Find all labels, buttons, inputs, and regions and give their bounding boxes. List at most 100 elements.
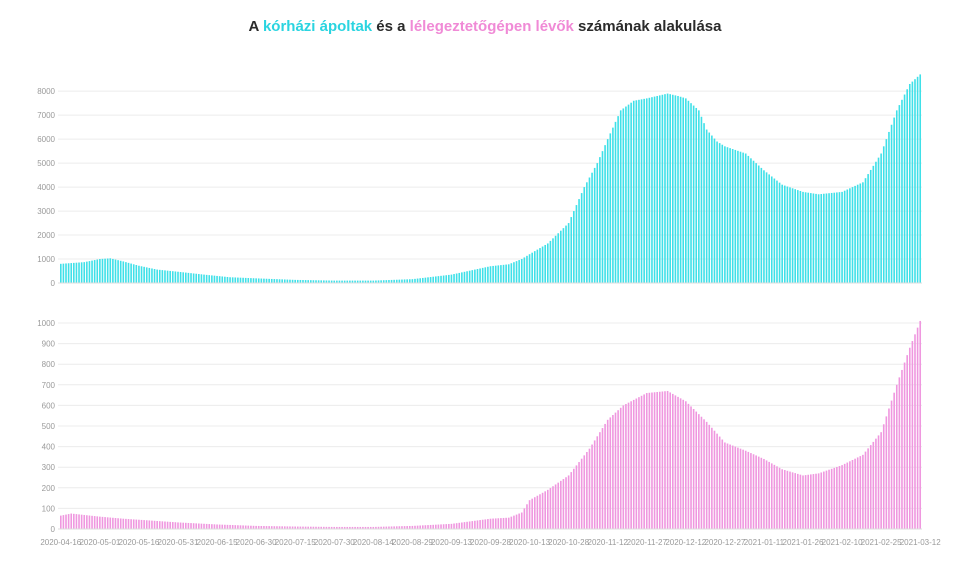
bar: [661, 391, 664, 529]
bar: [573, 211, 575, 283]
bar: [494, 265, 497, 283]
bar: [510, 516, 513, 529]
bar: [226, 524, 229, 529]
bar: [783, 185, 786, 283]
bar: [125, 262, 127, 283]
bar: [711, 135, 713, 283]
bar: [432, 276, 435, 283]
bar: [408, 525, 411, 529]
bar: [588, 177, 591, 283]
bar: [182, 522, 185, 529]
bar: [599, 157, 601, 283]
bar: [362, 280, 364, 283]
bar: [518, 260, 520, 283]
bar: [724, 442, 726, 529]
bar: [645, 98, 648, 284]
bar: [882, 424, 885, 529]
bar: [630, 102, 632, 283]
bar: [211, 275, 213, 283]
bar: [65, 514, 67, 529]
x-tick-label: 2020-05-01: [79, 538, 120, 547]
bar: [463, 271, 466, 283]
bar: [153, 520, 156, 529]
hospital-chart: 0 1000 2000 3000 4000 5000 6000 7000 8000: [37, 74, 922, 288]
bar: [648, 97, 651, 283]
bar: [513, 262, 515, 283]
bar: [252, 278, 255, 283]
bar: [216, 275, 218, 283]
bar: [448, 274, 450, 283]
bar: [117, 260, 119, 283]
bar: [797, 190, 799, 283]
bar: [825, 470, 828, 529]
bar: [346, 526, 349, 529]
bar: [354, 280, 356, 283]
bar: [377, 526, 380, 529]
bar: [565, 477, 567, 529]
bar: [263, 526, 265, 529]
bar: [323, 526, 325, 529]
bar: [218, 276, 221, 283]
bar: [286, 526, 289, 529]
bar: [539, 248, 541, 283]
bar: [851, 459, 854, 529]
bar: [205, 274, 208, 283]
bar: [557, 233, 560, 283]
bar: [299, 279, 302, 283]
bar: [351, 280, 354, 283]
bar: [151, 268, 153, 283]
bar: [333, 526, 336, 529]
bar: [877, 435, 880, 529]
bar: [776, 180, 778, 283]
bar: [627, 104, 630, 283]
bar: [549, 240, 552, 283]
bar: [213, 524, 216, 529]
bar: [838, 192, 841, 283]
bar: [114, 259, 117, 283]
bar: [393, 279, 395, 283]
bar: [750, 158, 752, 283]
bar: [862, 182, 864, 283]
y-tick-label: 3000: [37, 207, 55, 216]
bar: [604, 145, 606, 283]
bar: [414, 525, 416, 529]
bar: [869, 169, 872, 283]
bar: [471, 270, 474, 283]
bar: [562, 228, 565, 283]
bar: [171, 271, 174, 283]
bar: [773, 178, 776, 283]
x-tick-label: 2020-05-31: [158, 538, 199, 547]
bar: [823, 471, 825, 529]
bar: [619, 407, 622, 529]
bar: [474, 269, 476, 283]
bar: [799, 190, 802, 283]
bar: [273, 279, 276, 283]
bar: [487, 519, 489, 529]
bar: [742, 449, 744, 529]
bar: [455, 273, 458, 283]
bar: [416, 525, 419, 529]
bar: [278, 279, 281, 283]
bar: [531, 498, 533, 529]
bar: [479, 520, 481, 529]
bar: [838, 466, 841, 529]
bar: [93, 516, 96, 529]
bar: [325, 280, 328, 283]
bar: [846, 189, 849, 283]
bar: [174, 522, 177, 529]
bar: [734, 446, 737, 529]
bar: [369, 280, 372, 283]
bar: [638, 99, 640, 283]
bar: [226, 276, 229, 283]
bar: [291, 279, 294, 283]
bar: [674, 395, 677, 529]
bar: [791, 472, 794, 529]
y-tick-label: 1000: [37, 255, 55, 264]
bar: [645, 393, 648, 529]
bar: [546, 489, 549, 529]
bar: [916, 327, 919, 529]
bar: [185, 522, 187, 529]
bar: [276, 279, 278, 283]
bar: [560, 480, 562, 529]
bar: [882, 146, 885, 283]
